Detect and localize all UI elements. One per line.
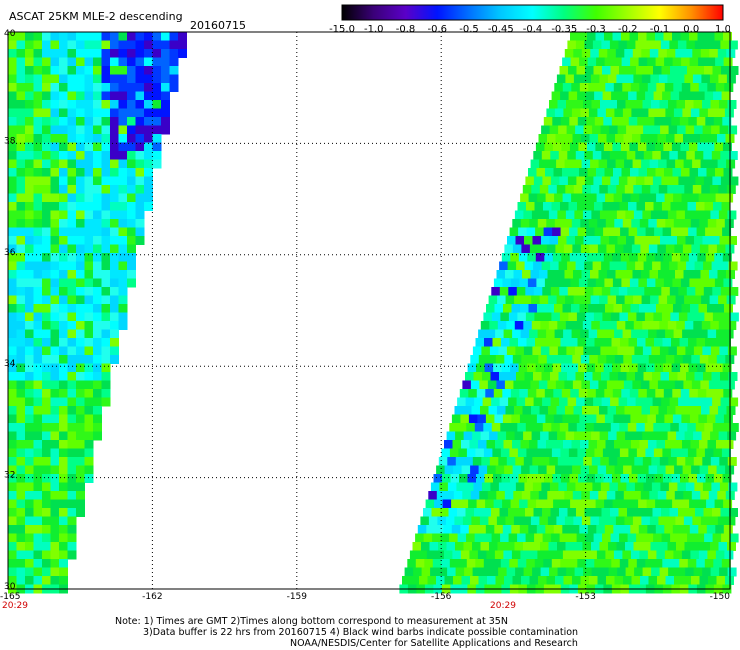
pass-time-right: 20:29 bbox=[490, 601, 516, 611]
latitude-label: 40 bbox=[4, 29, 16, 39]
footer-note-line1: Note: 1) Times are GMT 2)Times along bot… bbox=[115, 616, 508, 627]
longitude-label: -153 bbox=[575, 592, 595, 600]
longitude-label: -156 bbox=[431, 592, 452, 600]
footer-note-line2: 3)Data buffer is 22 hrs from 20160715 4)… bbox=[143, 627, 578, 638]
latitude-label: 34 bbox=[4, 359, 16, 369]
longitude-label: -165 bbox=[0, 592, 20, 600]
latitude-label: 30 bbox=[4, 582, 16, 592]
longitude-label: -159 bbox=[287, 592, 308, 600]
swath-cells bbox=[8, 32, 739, 594]
longitude-label: -150 bbox=[710, 592, 731, 600]
swath-map: 40 38 36 34 32 30-165 -162 -159 -156 -153 -150 bbox=[0, 0, 740, 600]
longitude-label: -162 bbox=[142, 592, 162, 600]
latitude-label: 38 bbox=[4, 136, 16, 146]
latitude-label: 32 bbox=[4, 471, 15, 481]
footer-credit: NOAA/NESDIS/Center for Satellite Applica… bbox=[290, 638, 578, 649]
pass-time-left: 20:29 bbox=[2, 601, 28, 611]
latitude-label: 36 bbox=[4, 248, 16, 258]
